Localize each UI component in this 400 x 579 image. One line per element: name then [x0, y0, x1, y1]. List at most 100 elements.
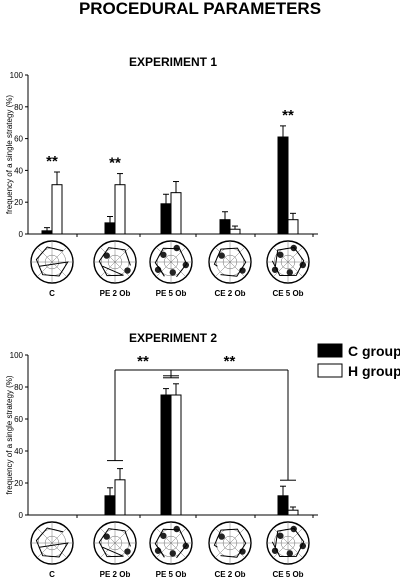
maze-icon-pe-2-ob	[93, 521, 137, 565]
maze-spoke	[114, 542, 131, 559]
maze-icon-pe-2-ob	[93, 240, 137, 284]
maze-path	[271, 246, 305, 277]
bar-c-group-pe-2-ob	[104, 222, 116, 235]
bar-c-group-ce-2-ob	[219, 219, 231, 235]
maze-spoke	[155, 542, 172, 559]
category-label: PE 2 Ob	[100, 570, 131, 579]
legend-swatch-h-group	[317, 363, 343, 378]
maze-spoke	[114, 246, 131, 263]
bar-h-group-pe-5-ob	[170, 394, 182, 516]
maze-spoke	[36, 246, 53, 263]
bar-c-group-ce-5-ob	[277, 495, 289, 516]
maze-path	[35, 527, 69, 558]
y-tick-label: 0	[19, 511, 24, 520]
maze-object	[218, 533, 225, 540]
maze-spoke	[229, 246, 246, 263]
legend-swatch-c-group	[317, 343, 343, 358]
bar-h-group-ce-5-ob	[287, 509, 299, 516]
comparison-label: **	[224, 353, 236, 370]
bar-h-group-pe-2-ob	[114, 479, 126, 516]
category-label: C	[49, 570, 55, 579]
maze-object	[286, 550, 293, 557]
maze-object	[271, 266, 279, 273]
y-tick-label: 20	[14, 479, 23, 488]
maze-spoke	[229, 542, 246, 559]
maze-spoke	[51, 246, 68, 263]
category-label: PE 5 Ob	[156, 570, 187, 579]
maze-object	[271, 547, 279, 554]
bar-h-group-c	[51, 184, 63, 235]
y-axis-label: frequency of a single strategy (%)	[5, 375, 14, 495]
y-tick-label: 40	[14, 447, 23, 456]
bar-h-group-pe-5-ob	[170, 192, 182, 235]
maze-spoke	[214, 542, 231, 559]
maze-object	[286, 269, 293, 276]
panel-experiment-1: EXPERIMENT 1 0 20 40 60 80 100 frequency of a s…	[5, 55, 318, 298]
maze-path	[271, 527, 305, 558]
maze-object	[160, 532, 167, 539]
maze-spoke	[214, 261, 231, 278]
maze-object	[218, 252, 225, 259]
y-tick-label: 80	[14, 383, 23, 392]
y-tick-label: 60	[14, 135, 23, 144]
maze-icon-ce-2-ob	[208, 240, 252, 284]
category-label: PE 5 Ob	[156, 289, 187, 298]
maze-spoke	[229, 527, 246, 544]
maze-object	[239, 267, 246, 274]
maze-object	[103, 252, 110, 259]
maze-spoke	[287, 246, 304, 263]
bar-h-group-pe-2-ob	[114, 184, 126, 235]
maze-object	[169, 550, 176, 557]
significance-marker: **	[282, 107, 294, 124]
maze-spoke	[287, 261, 304, 278]
maze-object	[124, 267, 131, 274]
maze-spoke	[229, 261, 246, 278]
bar-c-group-c	[41, 230, 53, 235]
maze-icon-ce-2-ob	[208, 521, 252, 565]
category-label: CE 5 Ob	[272, 570, 303, 579]
maze-spoke	[272, 261, 289, 278]
maze-icon-c	[30, 521, 74, 565]
maze-icon-pe-5-ob	[149, 521, 193, 565]
maze-spoke	[170, 527, 187, 544]
maze-path	[154, 247, 188, 278]
comparison-label: **	[137, 353, 149, 370]
maze-object	[160, 251, 167, 258]
y-tick-label: 20	[14, 198, 23, 207]
maze-path	[98, 528, 131, 558]
bar-c-group-pe-2-ob	[104, 495, 116, 516]
y-tick-label: 40	[14, 166, 23, 175]
maze-spoke	[99, 542, 116, 559]
y-tick-label: 100	[10, 71, 24, 80]
significance-marker: **	[46, 153, 58, 170]
maze-object	[173, 525, 180, 533]
maze-spoke	[114, 261, 131, 278]
maze-spoke	[99, 261, 116, 278]
maze-object	[169, 269, 176, 276]
figure-title: PROCEDURAL PARAMETERS	[79, 0, 321, 18]
category-label: PE 2 Ob	[100, 289, 131, 298]
maze-icon-pe-5-ob	[149, 240, 193, 284]
maze-spoke	[170, 261, 187, 278]
maze-object	[277, 532, 284, 539]
maze-spoke	[272, 542, 289, 559]
maze-object	[103, 533, 110, 540]
category-label: C	[49, 289, 55, 298]
maze-spoke	[287, 527, 304, 544]
bar-h-group-ce-2-ob	[229, 228, 241, 235]
legend: C group H group	[317, 343, 400, 379]
panel-title: EXPERIMENT 2	[129, 331, 217, 345]
maze-icon-c	[30, 240, 74, 284]
maze-icon-ce-5-ob	[266, 240, 310, 284]
bar-h-group-ce-5-ob	[287, 219, 299, 235]
maze-spoke	[36, 527, 53, 544]
maze-path	[213, 528, 247, 558]
significance-marker: **	[109, 155, 121, 172]
maze-spoke	[155, 261, 172, 278]
maze-path	[154, 528, 188, 559]
maze-path	[213, 247, 247, 277]
category-label: CE 5 Ob	[272, 289, 303, 298]
category-label: CE 2 Ob	[214, 289, 245, 298]
y-tick-label: 100	[10, 351, 24, 360]
